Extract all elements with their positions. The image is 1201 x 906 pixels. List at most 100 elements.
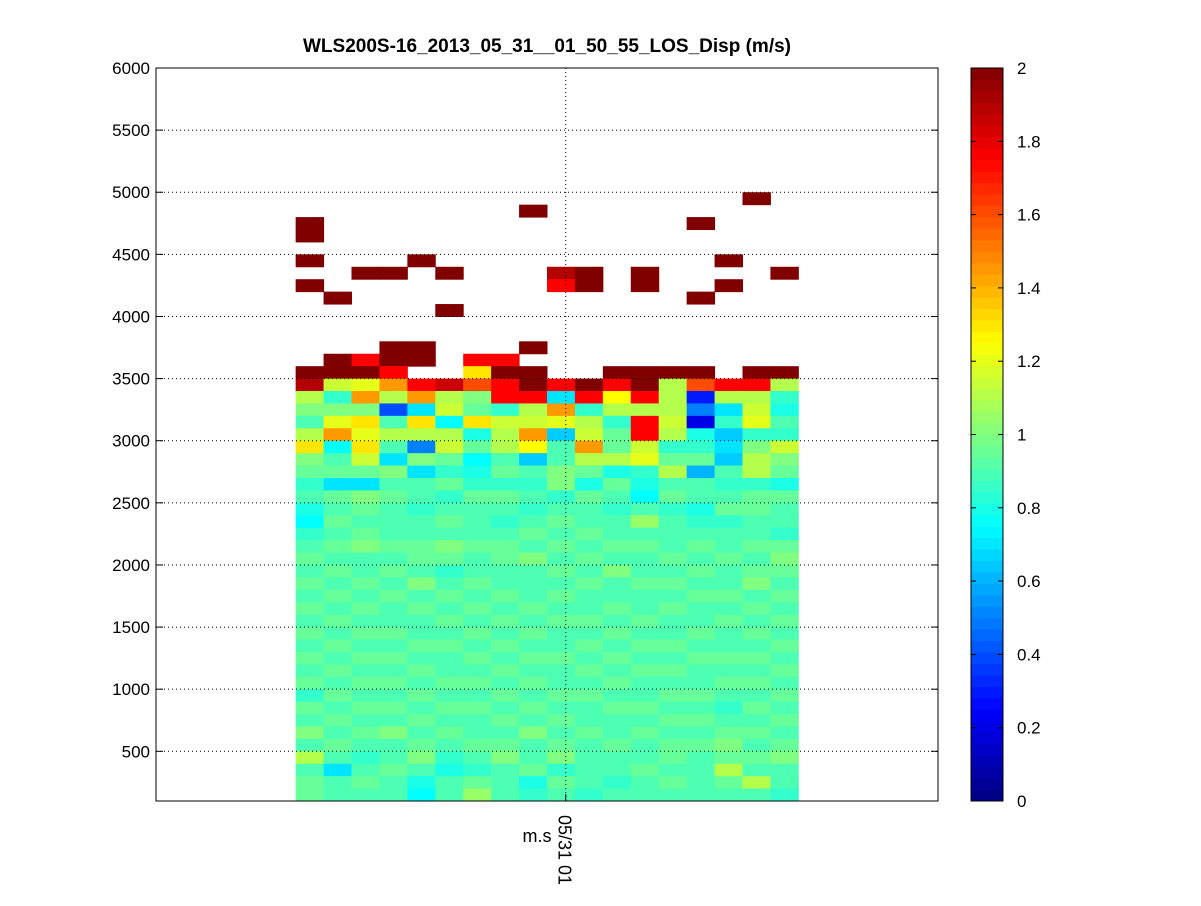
heatmap-cell	[602, 403, 632, 417]
heatmap-cell	[547, 738, 576, 752]
heatmap-cell	[519, 701, 548, 715]
heatmap-cell	[323, 751, 352, 765]
colorbar-segment	[971, 182, 1003, 195]
heatmap-cell	[435, 627, 464, 640]
heatmap-cell	[714, 477, 743, 491]
heatmap-cell	[379, 403, 408, 417]
heatmap-cell	[686, 788, 716, 802]
heatmap-cell	[686, 515, 716, 529]
heatmap-cell	[658, 627, 688, 640]
heatmap-cell	[574, 738, 604, 752]
colorbar-segment	[971, 274, 1003, 287]
heatmap-cell	[435, 689, 464, 703]
heatmap-cell	[435, 415, 464, 429]
heatmap-cell	[658, 751, 688, 765]
heatmap-cell	[714, 614, 743, 628]
heatmap-cell	[714, 428, 743, 442]
heatmap-cell	[770, 477, 799, 491]
heatmap-cell	[630, 453, 660, 467]
heatmap-cell	[491, 490, 520, 504]
heatmap-cell	[295, 726, 325, 740]
heatmap-cell	[574, 477, 604, 491]
heatmap-cell	[602, 440, 632, 454]
colorbar-segment	[971, 193, 1003, 206]
heatmap-cell	[770, 738, 799, 752]
heatmap-cell	[519, 577, 548, 591]
heatmap-cell	[742, 403, 771, 417]
heatmap-cell	[602, 602, 632, 616]
heatmap-cell	[323, 440, 352, 454]
heatmap-cell	[351, 602, 380, 616]
heatmap-cell	[658, 651, 688, 665]
y-tick-label: 4000	[112, 307, 150, 326]
colorbar-segment	[971, 400, 1003, 413]
heatmap-cell	[742, 527, 771, 541]
heatmap-cell	[295, 490, 325, 504]
heatmap-cell	[491, 676, 520, 690]
heatmap-cell	[351, 639, 380, 653]
colorbar-segment	[971, 102, 1003, 115]
heatmap-cell	[407, 763, 436, 777]
heatmap-cell	[714, 403, 743, 417]
colorbar-segment	[971, 491, 1003, 504]
heatmap-cell	[295, 776, 325, 790]
heatmap-cell	[463, 564, 492, 578]
heatmap-cell	[686, 664, 716, 678]
heatmap-cell	[547, 403, 576, 417]
heatmap-cell	[379, 391, 408, 404]
heatmap-cell	[407, 453, 436, 467]
heatmap-cell	[323, 714, 352, 727]
heatmap-cell	[323, 564, 352, 578]
heatmap-cell	[630, 403, 660, 417]
heatmap-cell	[435, 540, 464, 554]
heatmap-cell	[742, 776, 771, 790]
heatmap-cell	[463, 763, 492, 777]
heatmap-cell	[602, 714, 632, 727]
heatmap-cell	[630, 689, 660, 703]
heatmap-cell	[574, 415, 604, 429]
heatmap-cell	[686, 751, 716, 765]
heatmap-cell	[463, 676, 492, 690]
heatmap-cell	[519, 527, 548, 541]
heatmap-cell	[407, 651, 436, 665]
heatmap-cell	[323, 627, 352, 640]
heatmap-cell	[686, 602, 716, 616]
heatmap-cell	[658, 763, 688, 777]
heatmap-cell	[742, 738, 771, 752]
heatmap-cell	[295, 701, 325, 715]
heatmap-cell	[742, 366, 771, 380]
heatmap-cell	[519, 453, 548, 467]
heatmap-cell	[463, 639, 492, 653]
heatmap-cell	[295, 627, 325, 640]
heatmap-cell	[602, 589, 632, 603]
heatmap-cell	[463, 602, 492, 616]
heatmap-cell	[547, 440, 576, 454]
heatmap-cell	[379, 490, 408, 504]
heatmap-cell	[491, 353, 520, 367]
heatmap-cell	[463, 552, 492, 566]
heatmap-cell	[742, 440, 771, 454]
heatmap-cell	[295, 366, 325, 380]
y-tick-label: 500	[122, 742, 150, 761]
heatmap-cell	[658, 602, 688, 616]
heatmap-cell	[574, 378, 604, 392]
heatmap-cell	[351, 502, 380, 516]
heatmap-cell	[323, 391, 352, 404]
heatmap-cell	[295, 502, 325, 516]
heatmap-cell	[574, 391, 604, 404]
colorbar-segment	[971, 514, 1003, 527]
heatmap-cell	[742, 453, 771, 467]
heatmap-cell	[379, 415, 408, 429]
colorbar-segment	[971, 445, 1003, 458]
heatmap-cell	[351, 589, 380, 603]
heatmap-cell	[602, 763, 632, 777]
heatmap-cell	[658, 502, 688, 516]
heatmap-cell	[658, 477, 688, 491]
heatmap-cell	[463, 788, 492, 802]
heatmap-cell	[547, 515, 576, 529]
heatmap-cell	[630, 440, 660, 454]
heatmap-cell	[686, 415, 716, 429]
heatmap-cell	[574, 627, 604, 640]
heatmap-cell	[379, 763, 408, 777]
heatmap-cell	[295, 651, 325, 665]
